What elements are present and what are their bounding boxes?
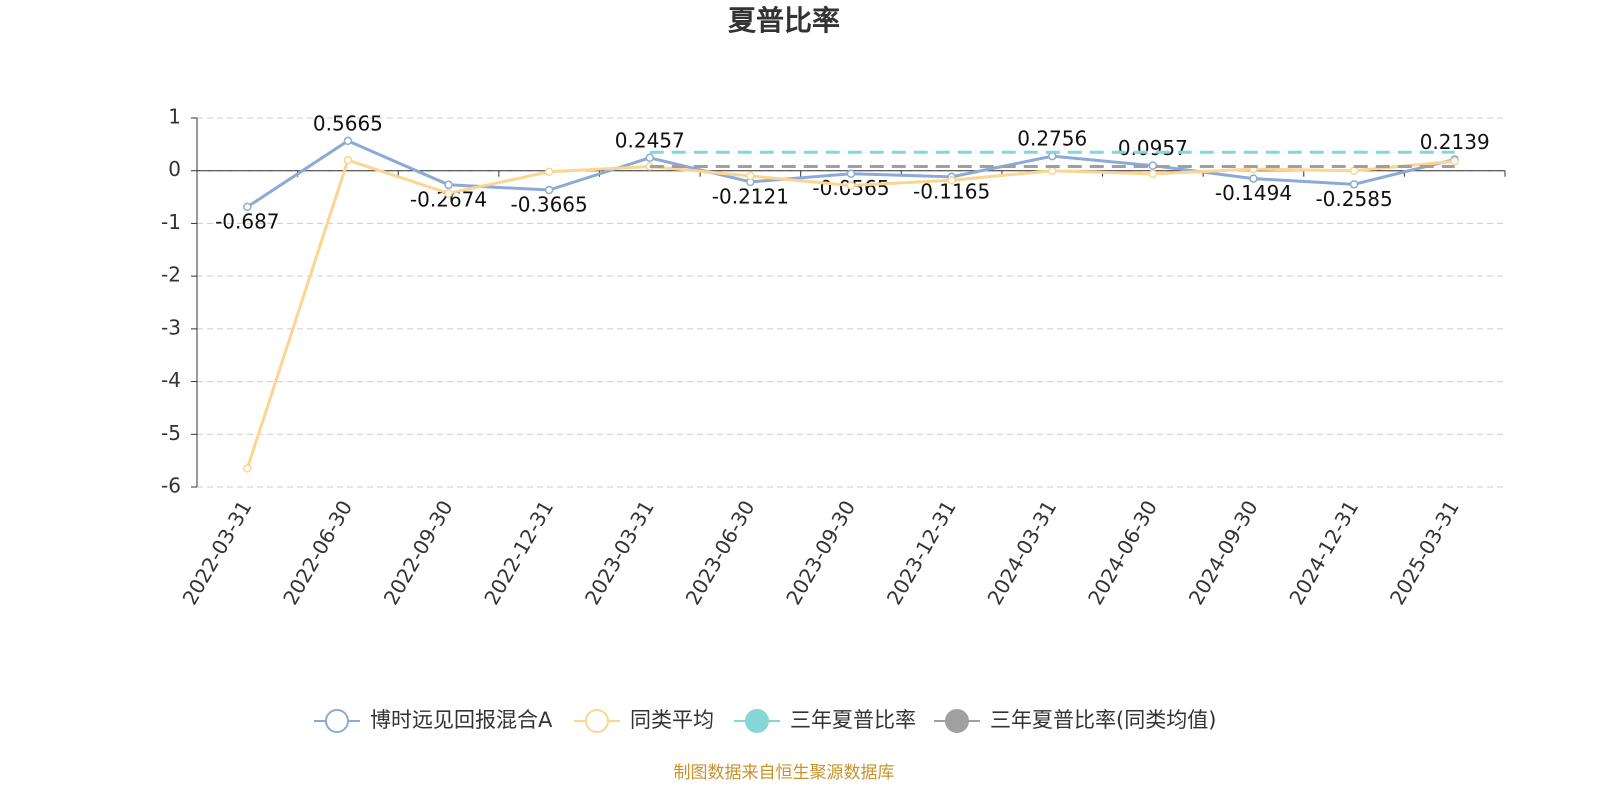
data-point bbox=[846, 169, 856, 178]
y-tick-label: 1 bbox=[168, 105, 181, 129]
y-tick-label: -4 bbox=[161, 368, 181, 392]
data-point bbox=[343, 136, 353, 146]
legend-label: 三年夏普比率(同类均值) bbox=[990, 708, 1216, 732]
data-label: 0.2756 bbox=[1017, 127, 1087, 151]
x-tick-label: 2024-03-31 bbox=[982, 496, 1061, 609]
y-tick-label: -2 bbox=[161, 263, 181, 287]
data-label: 0.0957 bbox=[1118, 136, 1188, 160]
x-tick-label: 2023-06-30 bbox=[681, 496, 760, 609]
data-label: -0.2121 bbox=[712, 184, 789, 208]
x-tick-label: 2025-03-31 bbox=[1385, 496, 1464, 609]
data-point bbox=[1148, 161, 1158, 170]
data-point bbox=[1349, 166, 1359, 175]
x-tick-label: 2023-09-30 bbox=[781, 496, 860, 609]
x-tick-label: 2024-12-31 bbox=[1284, 496, 1363, 609]
x-tick-label: 2022-03-31 bbox=[177, 496, 256, 609]
data-label: -0.687 bbox=[215, 209, 279, 233]
legend-marker bbox=[325, 709, 349, 733]
y-tick-label: -3 bbox=[161, 315, 181, 339]
y-tick-label: -6 bbox=[161, 474, 181, 498]
legend-label: 博时远见回报混合A bbox=[370, 708, 553, 732]
legend-label: 同类平均 bbox=[630, 708, 714, 732]
legend-marker bbox=[945, 709, 969, 733]
data-point bbox=[846, 181, 856, 190]
source-note: 制图数据来自恒生聚源数据库 bbox=[674, 763, 895, 783]
data-label: -0.3665 bbox=[511, 193, 588, 217]
data-point bbox=[1450, 156, 1459, 166]
data-label: 0.2457 bbox=[615, 128, 685, 152]
data-point bbox=[243, 464, 252, 473]
legend-label: 三年夏普比率 bbox=[790, 708, 916, 732]
x-tick-label: 2024-09-30 bbox=[1184, 496, 1263, 609]
data-label: 0.5665 bbox=[313, 111, 383, 135]
data-point bbox=[544, 167, 554, 177]
data-point bbox=[1047, 166, 1057, 175]
data-point bbox=[544, 185, 554, 195]
data-point bbox=[1349, 180, 1359, 189]
data-point bbox=[645, 153, 655, 163]
y-tick-label: -1 bbox=[161, 210, 181, 234]
data-point bbox=[444, 189, 453, 198]
x-tick-label: 2022-06-30 bbox=[278, 496, 357, 609]
data-point bbox=[746, 171, 755, 181]
data-label: -0.1494 bbox=[1215, 181, 1292, 205]
data-label: 0.2139 bbox=[1420, 130, 1490, 154]
data-point bbox=[343, 155, 353, 165]
data-point bbox=[1148, 169, 1158, 179]
data-point bbox=[947, 175, 956, 185]
x-tick-label: 2023-12-31 bbox=[882, 496, 961, 609]
x-tick-label: 2023-03-31 bbox=[580, 496, 659, 609]
data-point bbox=[243, 202, 252, 212]
chart-title: 夏普比率 bbox=[728, 4, 840, 37]
y-tick-label: -5 bbox=[161, 421, 181, 445]
y-tick-label: 0 bbox=[168, 157, 181, 181]
x-tick-label: 2024-06-30 bbox=[1083, 496, 1162, 609]
legend-marker bbox=[745, 709, 769, 733]
x-tick-label: 2022-09-30 bbox=[379, 496, 458, 609]
data-point bbox=[444, 180, 453, 190]
legend-marker bbox=[585, 709, 609, 733]
x-tick-label: 2022-12-31 bbox=[479, 496, 558, 609]
data-label: -0.2585 bbox=[1315, 187, 1392, 211]
data-point bbox=[1249, 174, 1258, 183]
